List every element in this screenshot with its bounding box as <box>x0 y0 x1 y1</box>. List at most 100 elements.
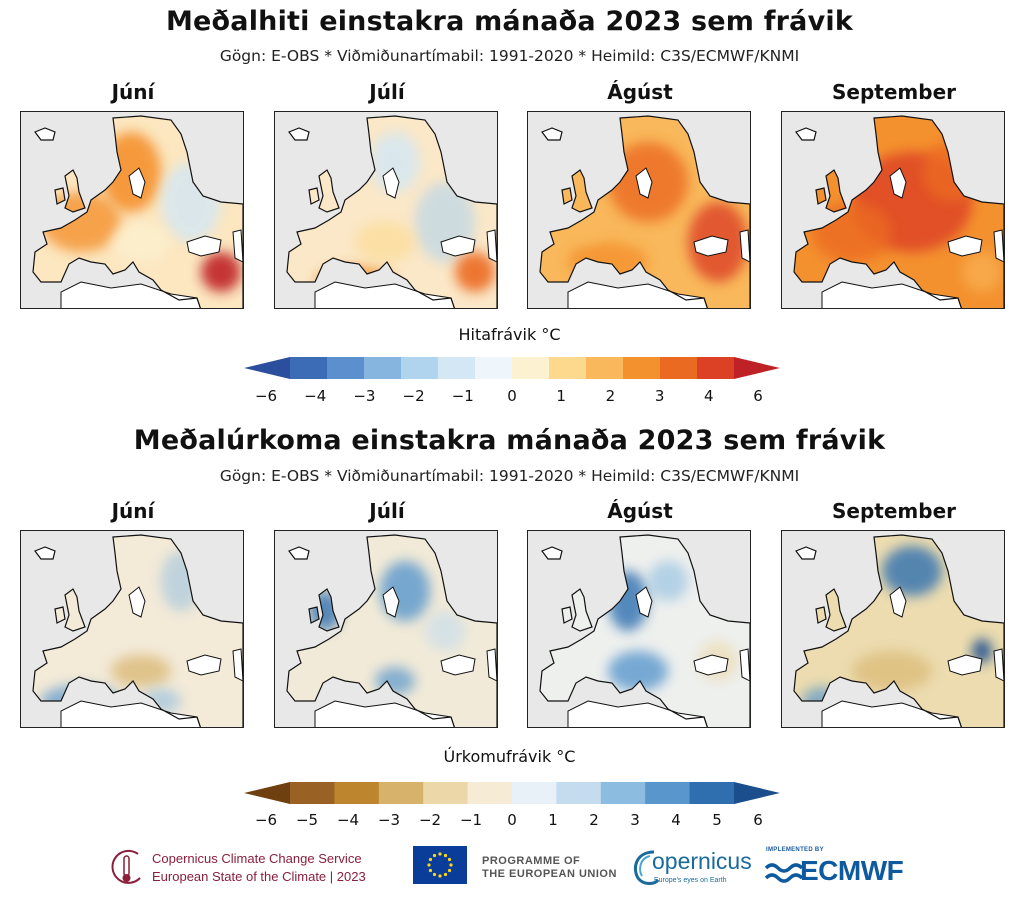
colorbar-segment <box>586 357 624 379</box>
europe-map <box>793 115 1004 308</box>
colorbar-tick-label: −3 <box>377 811 401 829</box>
c3s-line2: European State of the Climate | 2023 <box>152 869 366 884</box>
colorbar-min-arrow <box>244 782 290 804</box>
coastline <box>64 588 86 632</box>
ecmwf-wordmark: ECMWF <box>800 855 904 886</box>
anomaly-region <box>111 655 171 687</box>
water-body <box>232 648 243 682</box>
copernicus-swoosh-icon <box>633 850 660 885</box>
precipitation-colorbar <box>244 782 780 804</box>
water-body <box>993 229 1004 263</box>
europe-map <box>32 115 243 308</box>
temperature-colorbar <box>244 357 780 379</box>
precipitation-map-june <box>20 530 244 728</box>
anomaly-region <box>309 591 341 631</box>
water-body <box>186 654 222 676</box>
coastline <box>571 588 593 632</box>
temperature-map-june <box>20 111 244 309</box>
colorbar-tick-label: −2 <box>402 387 425 405</box>
water-body <box>693 654 729 676</box>
anomaly-region <box>425 611 465 651</box>
europe-map <box>539 534 750 727</box>
anomaly-region <box>852 651 932 691</box>
water-body <box>232 229 243 263</box>
coastline <box>32 534 243 727</box>
temperature-colorbar-label: Hitafrávik °C <box>458 325 561 344</box>
iceland-outline <box>795 127 817 141</box>
colorbar-segment <box>438 357 476 379</box>
colorbar-segment <box>660 357 698 379</box>
colorbar-tick-label: 6 <box>753 387 763 405</box>
coastline <box>793 534 1004 727</box>
coastline <box>286 115 497 308</box>
colorbar-segment <box>697 357 735 379</box>
europe-map <box>793 534 1004 727</box>
colorbar-max-arrow <box>734 357 780 379</box>
water-body <box>440 235 476 257</box>
colorbar-tick-label: 4 <box>704 387 714 405</box>
colorbar-min-arrow <box>244 357 290 379</box>
colorbar-tick-label: −5 <box>295 811 319 829</box>
c3s-line1: Copernicus Climate Change Service <box>152 851 362 866</box>
anomaly-region <box>111 222 171 262</box>
eu-star <box>432 853 437 858</box>
colorbar-segment <box>378 782 424 804</box>
colorbar-segment <box>290 357 328 379</box>
coastline <box>286 534 497 727</box>
colorbar-segment <box>423 782 469 804</box>
water-body <box>440 654 476 676</box>
copernicus-tagline: Europe's eyes on Earth <box>654 877 727 884</box>
eu-star <box>449 863 453 867</box>
colorbar-segment <box>556 782 602 804</box>
coastline <box>793 115 1004 308</box>
colorbar-tick-label: −1 <box>451 387 474 405</box>
anomaly-region <box>355 222 415 262</box>
colorbar-tick-label: 3 <box>654 387 665 405</box>
colorbar-tick-label: −4 <box>304 387 327 405</box>
water-body <box>128 167 146 199</box>
colorbar-tick-label: −1 <box>459 811 483 829</box>
water-body <box>739 229 750 263</box>
colorbar-tick-label: −2 <box>418 811 442 829</box>
eu-line2: THE EUROPEAN UNION <box>482 868 617 880</box>
eu-star <box>438 852 442 856</box>
colorbar-tick-label: 2 <box>589 811 599 829</box>
colorbar-segment <box>475 357 513 379</box>
iceland-outline <box>795 546 817 560</box>
month-label-august-precip: Ágúst <box>607 499 673 523</box>
month-label-july: Júlí <box>369 80 405 104</box>
eu-star <box>438 874 442 878</box>
anomaly-region <box>608 651 668 691</box>
precipitation-map-september <box>781 530 1005 728</box>
water-body <box>947 654 983 676</box>
water-body <box>947 235 983 257</box>
coastline <box>815 187 827 205</box>
colorbar-tick-label: 0 <box>507 811 517 829</box>
anomaly-region <box>370 132 420 192</box>
colorbar-tick-label: 6 <box>753 811 763 829</box>
eu-line1: PROGRAMME OF <box>482 855 581 867</box>
anomaly-region <box>962 252 1002 292</box>
colorbar-segment <box>600 782 646 804</box>
eu-star <box>427 863 431 867</box>
anomaly-region <box>972 639 992 663</box>
water-body <box>889 167 907 199</box>
month-label-september-precip: September <box>832 499 956 523</box>
coastline <box>571 169 593 213</box>
coastline <box>54 606 66 624</box>
temperature-map-september <box>781 111 1005 309</box>
water-body <box>486 229 497 263</box>
anomaly-region <box>648 561 688 601</box>
coastline <box>815 606 827 624</box>
coastline <box>825 588 847 632</box>
eu-star <box>428 857 433 862</box>
month-label-june-precip: Júní <box>111 499 155 523</box>
coastline <box>308 606 320 624</box>
coastline <box>54 187 66 205</box>
colorbar-tick-label: −6 <box>254 811 278 829</box>
colorbar-max-arrow <box>734 782 780 804</box>
month-label-september: September <box>832 80 956 104</box>
colorbar-tick-label: −6 <box>254 387 278 405</box>
precipitation-subtitle: Gögn: E-OBS * Viðmiðunartímabil: 1991-20… <box>219 467 800 485</box>
colorbar-tick-label: 0 <box>507 387 517 405</box>
